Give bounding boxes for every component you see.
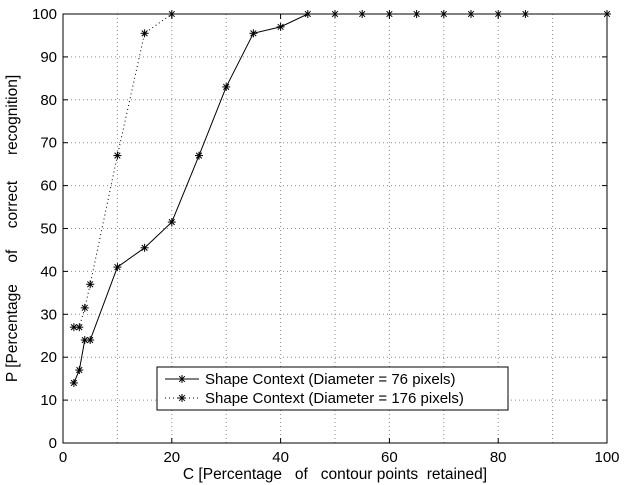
series-2: [69, 10, 176, 332]
y-axis-label: P [Percentage of correct recognition]: [4, 75, 21, 382]
data-point: [358, 10, 367, 18]
y-tick-label: 20: [40, 349, 57, 366]
data-point: [467, 10, 475, 18]
data-point: [113, 263, 122, 272]
x-tick-label: 80: [490, 449, 507, 466]
data-point: [140, 29, 149, 38]
y-tick-label: 60: [40, 178, 57, 195]
data-point: [75, 323, 84, 332]
data-point: [249, 29, 258, 38]
y-tick-label: 40: [40, 263, 57, 280]
y-tick-label: 0: [49, 435, 57, 452]
ticks: 0 20 40 60 80 100 0 10 20 30 40 50 60 70 80 90 100: [32, 6, 620, 466]
x-tick-label: 20: [163, 449, 180, 466]
y-tick-label: 90: [40, 49, 57, 66]
x-tick-label: 100: [594, 449, 619, 466]
data-point: [75, 366, 84, 375]
data-point: [195, 151, 203, 160]
legend-marker: [178, 375, 186, 383]
legend: Shape Context (Diameter = 76 pixels) Shap…: [156, 366, 509, 411]
legend-item-1: Shape Context (Diameter = 76 pixels): [165, 371, 456, 388]
y-tick-label: 50: [40, 221, 57, 238]
data-point: [603, 10, 611, 18]
data-point: [521, 10, 530, 18]
data-point: [494, 10, 503, 18]
legend-item-2: Shape Context (Diameter = 176 pixels): [165, 390, 464, 407]
data-point: [167, 218, 176, 227]
legend-label: Shape Context (Diameter = 76 pixels): [205, 371, 456, 388]
x-tick-label: 60: [381, 449, 398, 466]
data-point: [80, 303, 89, 312]
data-point: [113, 151, 122, 160]
data-point: [303, 10, 312, 18]
series-line-1: [73, 13, 607, 384]
legend-box: [156, 366, 509, 411]
data-point: [222, 82, 231, 91]
y-tick-label: 10: [40, 392, 57, 409]
series-line-2: [73, 13, 173, 328]
y-tick-label: 100: [32, 6, 57, 23]
data-point: [276, 22, 285, 31]
legend-marker: [178, 394, 186, 402]
series-group: [69, 10, 611, 387]
data-point: [140, 243, 149, 252]
y-tick-label: 70: [40, 135, 57, 152]
data-point: [412, 10, 421, 18]
data-point: [86, 280, 95, 289]
x-tick-label: 0: [59, 449, 67, 466]
data-point: [167, 10, 176, 18]
data-point: [69, 378, 78, 387]
data-point: [331, 10, 339, 18]
y-tick-label: 30: [40, 306, 57, 323]
data-point: [385, 10, 394, 18]
y-tick-label: 80: [40, 92, 57, 109]
series-1: [69, 10, 611, 387]
x-tick-label: 40: [272, 449, 289, 466]
data-point: [439, 10, 448, 18]
x-axis-label: C [Percentage of contour points retained…: [183, 466, 487, 483]
data-point: [86, 336, 95, 345]
legend-label: Shape Context (Diameter = 176 pixels): [205, 390, 464, 407]
